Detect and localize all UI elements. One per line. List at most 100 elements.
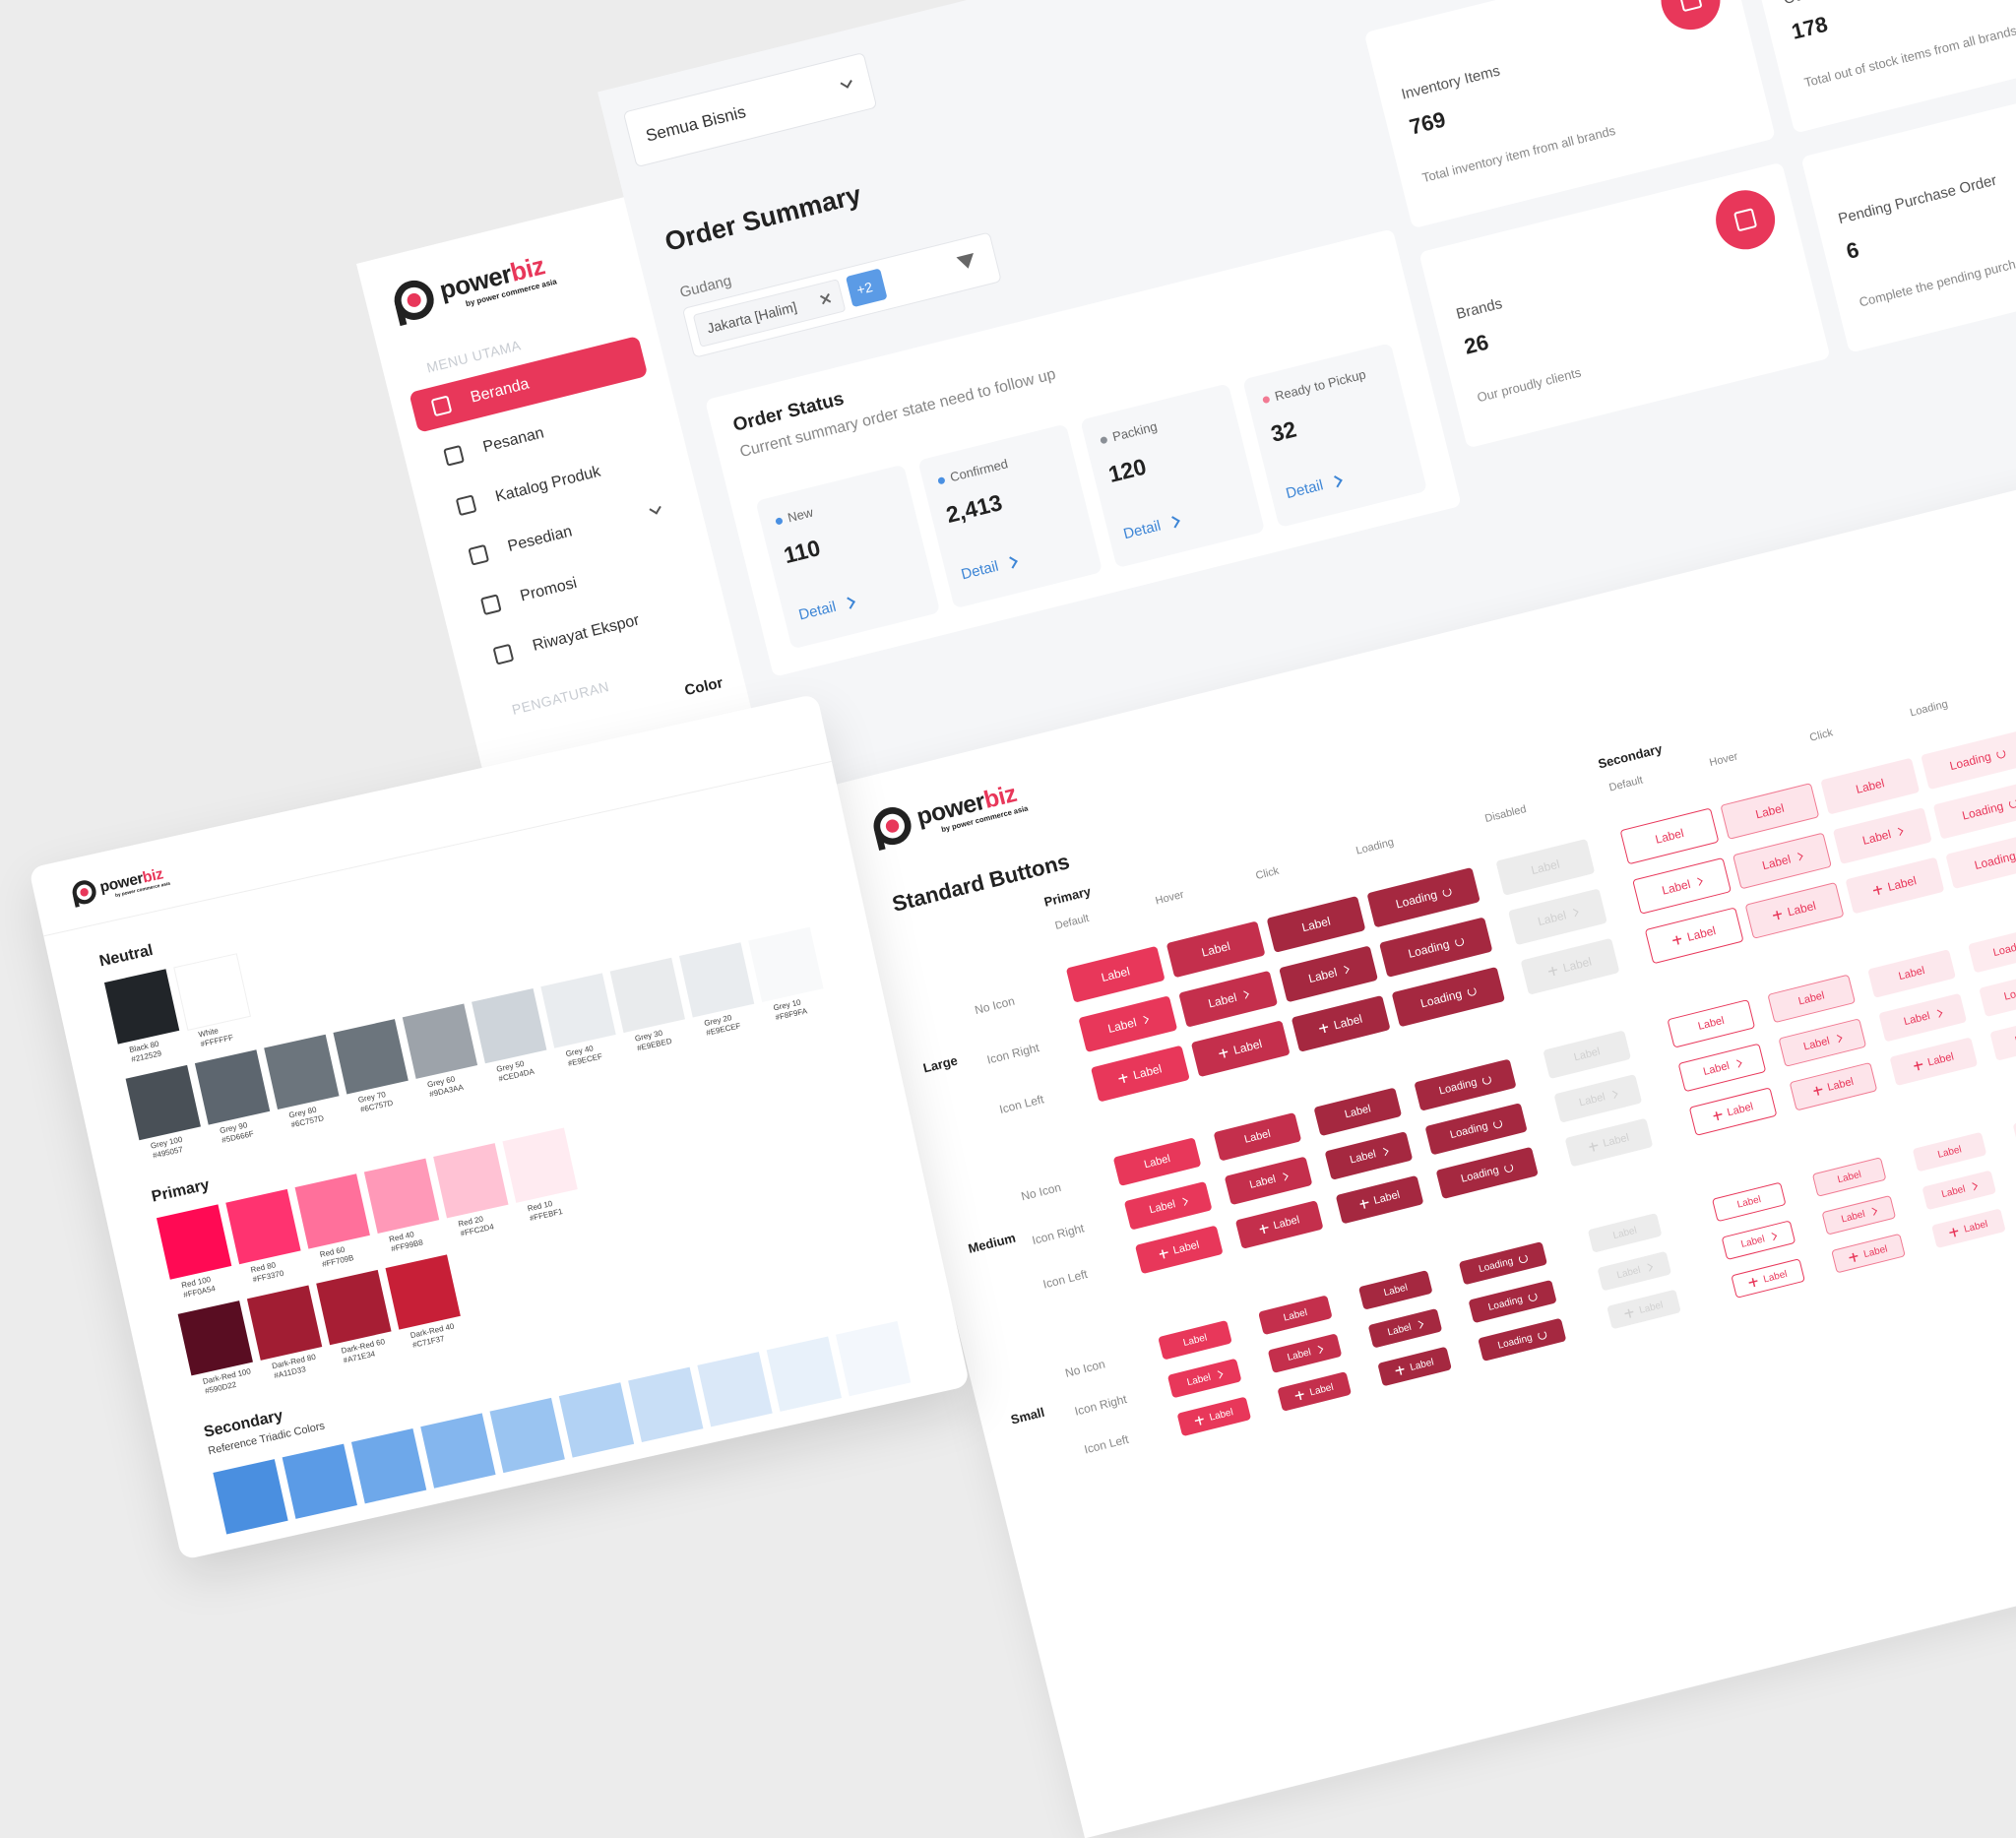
button[interactable]: Label <box>1313 1087 1403 1137</box>
button[interactable]: Loading <box>1468 1279 1557 1324</box>
button[interactable]: Label <box>1731 1258 1805 1299</box>
filter-icon[interactable] <box>956 252 977 271</box>
button[interactable]: Label <box>1158 1319 1232 1361</box>
button[interactable]: Label <box>1134 1225 1224 1275</box>
button[interactable]: Label <box>1789 1061 1878 1111</box>
button-text: Label <box>1786 898 1818 919</box>
button[interactable]: Label <box>1878 992 1968 1043</box>
button[interactable]: Loading <box>1414 1058 1517 1111</box>
button[interactable]: Loading <box>1979 964 2016 1018</box>
status-detail[interactable]: Detail <box>1122 513 1181 542</box>
button[interactable]: Label <box>1166 920 1266 979</box>
button[interactable]: Label <box>1732 832 1832 890</box>
button[interactable]: Label <box>1090 1045 1190 1103</box>
button[interactable]: Label <box>1720 783 1820 840</box>
button[interactable]: Label <box>1377 1346 1452 1387</box>
button[interactable]: Label <box>1867 949 1956 998</box>
status-detail[interactable]: Detail <box>960 553 1019 583</box>
button[interactable]: Label <box>1324 1131 1414 1180</box>
button-text: Label <box>1836 1169 1862 1185</box>
button[interactable]: Label <box>1744 881 1845 939</box>
button[interactable]: Loading <box>1989 1008 2016 1061</box>
swatch <box>225 1188 301 1265</box>
button[interactable]: Label <box>1178 970 1279 1028</box>
button[interactable]: Label <box>1213 1111 1302 1162</box>
button[interactable]: Loading <box>2012 1103 2016 1148</box>
button[interactable]: Label <box>1619 807 1720 865</box>
button-text: Label <box>1926 1050 1956 1069</box>
button[interactable]: Loading <box>1424 1103 1528 1156</box>
button-text: Label <box>1409 1356 1435 1373</box>
button[interactable]: Label <box>1123 1180 1213 1231</box>
button[interactable]: Label <box>1335 1174 1424 1225</box>
button[interactable]: Label <box>1632 856 1732 915</box>
button[interactable]: Label <box>1234 1200 1324 1249</box>
button: Label <box>1587 1213 1663 1253</box>
button[interactable]: Label <box>1677 1043 1767 1093</box>
button[interactable]: Loading <box>1379 917 1493 978</box>
button[interactable]: Label <box>1912 1131 1987 1173</box>
button[interactable]: Label <box>1190 1020 1291 1078</box>
button[interactable]: Label <box>1065 945 1166 1003</box>
button[interactable]: Label <box>1721 1220 1796 1261</box>
button[interactable]: Label <box>1277 1371 1353 1412</box>
button[interactable]: Label <box>1922 1170 1997 1211</box>
button[interactable]: Label <box>1889 1037 1979 1087</box>
button[interactable]: Label <box>1357 1270 1433 1310</box>
button[interactable]: Label <box>1291 994 1391 1052</box>
button[interactable]: Loading <box>1458 1241 1548 1286</box>
button-text: Label <box>1801 1035 1832 1053</box>
button[interactable]: Label <box>1258 1295 1333 1336</box>
button-text: Label <box>1131 1061 1164 1083</box>
status-detail[interactable]: Detail <box>1285 473 1344 502</box>
swatch <box>628 1366 704 1442</box>
swatch <box>766 1336 843 1412</box>
logo: powerbiz by power commerce asia <box>70 857 192 912</box>
button[interactable]: Loading <box>1391 966 1506 1028</box>
button[interactable]: Label <box>1820 757 1921 815</box>
button[interactable]: Loading <box>1968 920 2016 974</box>
button[interactable]: Label <box>1667 998 1756 1048</box>
button[interactable]: Label <box>1176 1396 1252 1437</box>
button[interactable]: Label <box>1078 995 1178 1053</box>
button[interactable]: Label <box>1267 1333 1343 1373</box>
button[interactable]: Loading <box>1366 866 1480 928</box>
button[interactable]: Label <box>1266 895 1366 953</box>
button-text: Loading <box>1948 749 1993 774</box>
filter-more[interactable]: +2 <box>845 268 888 308</box>
button[interactable]: Label <box>1644 907 1744 965</box>
button[interactable]: Label <box>1224 1156 1313 1206</box>
button-text: Label <box>1702 1059 1732 1078</box>
button[interactable]: Label <box>1279 945 1379 1003</box>
button[interactable]: Label <box>1688 1087 1778 1136</box>
button-text: Label <box>1306 965 1339 986</box>
menu-icon <box>430 395 453 417</box>
button[interactable]: Label <box>1831 1233 1906 1274</box>
button[interactable]: Label <box>1931 1208 2006 1249</box>
button[interactable]: Label <box>1166 1358 1242 1399</box>
button[interactable]: Label <box>1811 1157 1887 1197</box>
button[interactable]: Label <box>1778 1018 1867 1067</box>
button-text: Label <box>1660 876 1692 898</box>
detail-text: Detail <box>1284 476 1325 503</box>
button[interactable]: Label <box>1845 856 1945 915</box>
column-label: Loading <box>1354 836 1396 857</box>
button[interactable]: Loading <box>1478 1317 1567 1362</box>
button[interactable]: Loading <box>1921 729 2016 791</box>
button[interactable]: Label <box>1832 807 1932 865</box>
button-text: Label <box>1308 1381 1335 1398</box>
status-detail[interactable]: Detail <box>797 594 856 624</box>
button[interactable]: Loading <box>1435 1146 1539 1200</box>
button[interactable]: Loading <box>1932 779 2016 840</box>
swatch <box>363 1158 440 1235</box>
button[interactable]: Label <box>1112 1137 1202 1186</box>
button-text: Label <box>1171 1238 1201 1257</box>
button-text: Label <box>1940 1183 1967 1200</box>
button[interactable]: Label <box>1767 974 1857 1024</box>
button-text: Label <box>1208 1406 1234 1424</box>
button[interactable]: Label <box>1821 1194 1897 1236</box>
size-label: Small <box>1009 1404 1046 1427</box>
button[interactable]: Label <box>1711 1181 1787 1223</box>
button[interactable]: Loading <box>1945 828 2016 890</box>
button[interactable]: Label <box>1367 1307 1443 1349</box>
